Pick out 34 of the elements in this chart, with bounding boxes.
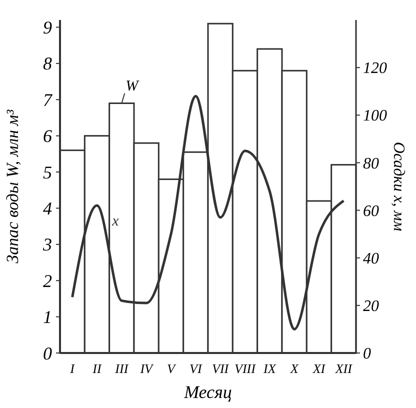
x-tick-label: X [289,361,300,376]
y2-tick-label: 120 [363,60,387,78]
series-label: W [126,78,140,94]
x-tick-label: VI [190,361,202,376]
y2-tick-label: 0 [363,346,371,363]
y-tick-label: 8 [43,54,52,74]
x-tick-label: XII [334,361,353,376]
y2-tick-label: 100 [363,108,387,125]
x-tick-label: V [167,361,178,376]
y2-axis-title: Осадки x, мм [390,142,407,232]
y-tick-label: 5 [43,162,52,182]
x-tick-label: IV [139,361,155,376]
series-label: x [111,213,120,230]
y-tick-label: 6 [43,126,52,146]
x-tick-label: IX [262,361,277,376]
y2-tick-label: 80 [363,155,379,172]
x-tick-label: I [69,361,76,376]
y-axis-title: Запас воды W, млн м³ [3,108,22,264]
y-tick-label: 9 [43,18,52,38]
x-tick-label: VII [212,361,230,376]
x-tick-label: II [92,361,102,376]
y2-tick-label: 20 [363,298,379,316]
x-tick-label: VIII [234,361,256,376]
y-tick-label: 2 [43,270,52,291]
y-tick-label: 7 [43,90,53,110]
y2-tick-label: 40 [363,250,379,268]
y2-tick-label: 60 [363,202,379,220]
x-axis-title: Месяц [183,382,232,402]
y-tick-label: 4 [43,198,52,219]
y-tick-label: 0 [43,343,52,364]
x-tick-label: XI [312,361,326,376]
y-tick-label: 1 [43,307,52,328]
x-tick-label: III [114,361,129,376]
y-tick-label: 3 [42,234,52,255]
